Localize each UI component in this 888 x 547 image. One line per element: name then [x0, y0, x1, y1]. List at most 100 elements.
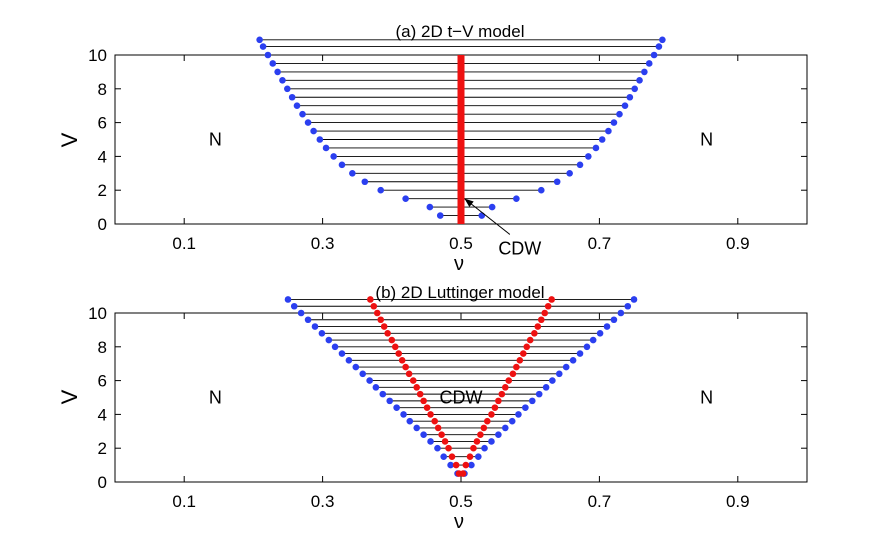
panel-b-tie-lines — [288, 299, 634, 474]
panel-a-data-point — [322, 144, 330, 152]
panel-b-data-point — [377, 316, 385, 324]
panel-b-data-point — [284, 296, 292, 303]
panel-b-data-point — [475, 453, 482, 460]
panel-b-data-point — [562, 363, 570, 371]
panel-a-xtick-label: 0.3 — [311, 234, 335, 253]
panel-b-data-point — [379, 390, 387, 398]
panel-a-tv-model: (a) 2D t−V model 0.1 0.3 0.5 0.7 0.90246810 … — [57, 22, 808, 275]
panel-b-data-point — [427, 438, 434, 445]
panel-b-luttinger-model: (b) 2D Luttinger model 0.1 0.3 0.5 0.7 0.9 0 2… — [57, 283, 808, 533]
panel-a-data-point — [537, 186, 545, 194]
panel-b-data-point — [495, 397, 502, 405]
panel-b-data-point — [483, 417, 491, 425]
panel-a-region-label-n-right: N — [700, 130, 713, 150]
panel-a-ticks: 0.1 0.3 0.5 0.7 0.9 0 2 4 6 8 10 — [88, 46, 807, 253]
panel-a-data-point — [259, 43, 267, 50]
panel-b-data-point — [481, 444, 488, 452]
panel-b-data-point — [445, 444, 452, 452]
panel-b-data-point — [569, 357, 577, 364]
panel-a-data-point — [592, 144, 600, 152]
panel-a-ytick-label: 6 — [98, 114, 107, 133]
panel-a-data-point — [310, 127, 317, 135]
panel-b-data-point — [505, 377, 513, 384]
panel-a-data-point — [377, 186, 385, 194]
panel-a-data-point — [616, 110, 623, 118]
panel-a-data-point — [645, 60, 653, 67]
panel-b-data-point — [548, 296, 555, 303]
panel-a-data-point — [264, 51, 272, 59]
panel-b-data-point — [386, 397, 394, 405]
panel-a-data-point — [576, 161, 584, 169]
panel-b-ytick-label: 2 — [98, 439, 107, 458]
panel-a-data-point — [659, 36, 666, 44]
panel-b-data-point — [630, 296, 638, 303]
panel-b-data-point — [516, 357, 524, 364]
panel-a-data-point — [338, 161, 346, 169]
panel-b-boundary-points — [284, 296, 638, 477]
panel-a-data-point — [553, 178, 561, 186]
panel-b-data-point — [325, 336, 333, 344]
panel-b-data-point — [498, 390, 506, 398]
panel-b-ytick-label: 6 — [98, 372, 107, 391]
panel-b-data-point — [420, 431, 427, 438]
panel-a-data-point — [650, 51, 658, 59]
panel-b-data-point — [409, 377, 417, 384]
panel-b-data-point — [402, 363, 409, 371]
panel-a-ytick-label: 2 — [98, 181, 107, 200]
panel-a-data-point — [293, 102, 301, 109]
panel-a-data-point — [402, 195, 409, 202]
panel-b-data-point — [434, 424, 442, 432]
panel-a-data-point — [349, 170, 356, 177]
panel-a-xtick-label: 0.9 — [726, 234, 750, 253]
panel-b-xlabel: ν — [454, 511, 464, 533]
panel-b-data-point — [393, 404, 400, 411]
panel-b-data-point — [290, 302, 298, 310]
panel-a-data-point — [605, 127, 612, 135]
panel-a-region-label-n-left: N — [209, 130, 222, 150]
panel-b-data-point — [373, 309, 381, 317]
panel-b-data-point — [488, 411, 495, 418]
panel-b-data-point — [583, 343, 591, 351]
panel-b-data-point — [372, 384, 380, 391]
panel-b-data-point — [367, 296, 374, 303]
panel-b-data-point — [501, 424, 509, 432]
panel-b-data-point — [537, 316, 545, 324]
panel-b-data-point — [413, 424, 421, 432]
panel-a-ylabel: V — [57, 132, 82, 147]
panel-a-xtick-label: 0.7 — [588, 234, 612, 253]
panel-b-data-point — [297, 309, 305, 317]
panel-b-data-point — [519, 350, 527, 357]
panel-a-data-point — [585, 153, 592, 160]
panel-b-xtick-label: 0.9 — [726, 492, 750, 511]
panel-a-data-point — [488, 203, 496, 211]
panel-b-data-point — [440, 453, 448, 460]
panel-a-data-point — [478, 212, 486, 219]
panel-a-data-point — [626, 93, 634, 101]
panel-b-data-point — [466, 453, 474, 460]
panel-b-xtick-label: 0.7 — [588, 492, 612, 511]
panel-a-data-point — [284, 85, 291, 93]
panel-b-data-point — [420, 397, 427, 405]
panel-b-data-point — [380, 323, 388, 330]
panel-b-region-label-n-right: N — [700, 388, 713, 408]
panel-a-cdw-annotation: CDW — [498, 238, 541, 258]
panel-b-data-point — [311, 323, 319, 330]
panel-b-data-point — [542, 384, 550, 391]
panel-a-data-point — [598, 136, 606, 143]
panel-b-data-point — [480, 424, 488, 432]
panel-b-data-point — [515, 411, 522, 418]
panel-a-data-point — [299, 110, 306, 118]
panel-b-data-point — [477, 431, 484, 438]
panel-b-data-point — [304, 316, 312, 324]
panel-b-data-point — [508, 417, 516, 425]
panel-b-data-point — [624, 302, 632, 310]
panel-b-data-point — [501, 384, 509, 391]
panel-b-data-point — [438, 431, 445, 438]
panel-a-data-point — [566, 170, 573, 177]
panel-b-ytick-label: 4 — [98, 405, 107, 424]
panel-b-data-point — [544, 302, 552, 310]
panel-b-data-point — [555, 370, 563, 378]
panel-b-data-point — [617, 309, 625, 317]
panel-b-xtick-label: 0.3 — [311, 492, 335, 511]
panel-b-data-point — [338, 350, 346, 357]
